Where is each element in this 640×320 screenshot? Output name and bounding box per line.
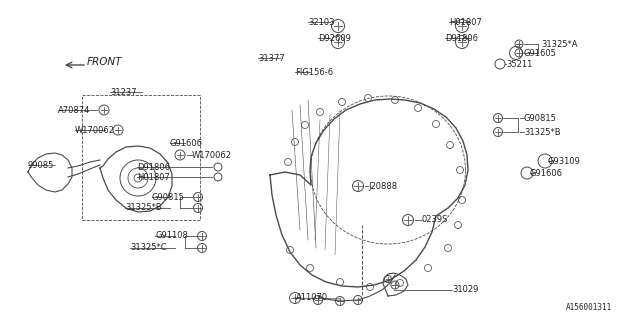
Text: H01807: H01807 [137,172,170,181]
Text: 0239S: 0239S [422,215,449,225]
Text: 32103: 32103 [308,18,335,27]
Text: 31325*B: 31325*B [524,127,561,137]
Text: 31029: 31029 [452,285,478,294]
Text: 35211: 35211 [506,60,532,68]
Text: A11070: A11070 [296,293,328,302]
Text: G91108: G91108 [155,231,188,241]
Text: G91605: G91605 [524,49,557,58]
Text: W170062: W170062 [75,125,115,134]
Text: 31325*B: 31325*B [125,204,162,212]
Text: 31325*A: 31325*A [541,39,577,49]
Text: D92609: D92609 [318,34,351,43]
Text: FRONT: FRONT [87,57,122,67]
Text: 31325*C: 31325*C [130,244,166,252]
Text: 99085: 99085 [28,161,54,170]
Text: 31237: 31237 [110,87,136,97]
Text: G90815: G90815 [152,193,185,202]
Text: G90815: G90815 [524,114,557,123]
Text: FIG156-6: FIG156-6 [295,68,333,76]
Text: 31377: 31377 [258,53,285,62]
Text: G91606: G91606 [170,139,203,148]
Text: D91806: D91806 [137,163,170,172]
Text: A70874: A70874 [58,106,90,115]
Text: D91806: D91806 [445,34,478,43]
Text: A156001311: A156001311 [566,303,612,312]
Text: H01807: H01807 [449,18,482,27]
Text: G91606: G91606 [530,169,563,178]
Text: G93109: G93109 [548,156,581,165]
Text: W170062: W170062 [192,150,232,159]
Text: J20888: J20888 [368,181,397,190]
